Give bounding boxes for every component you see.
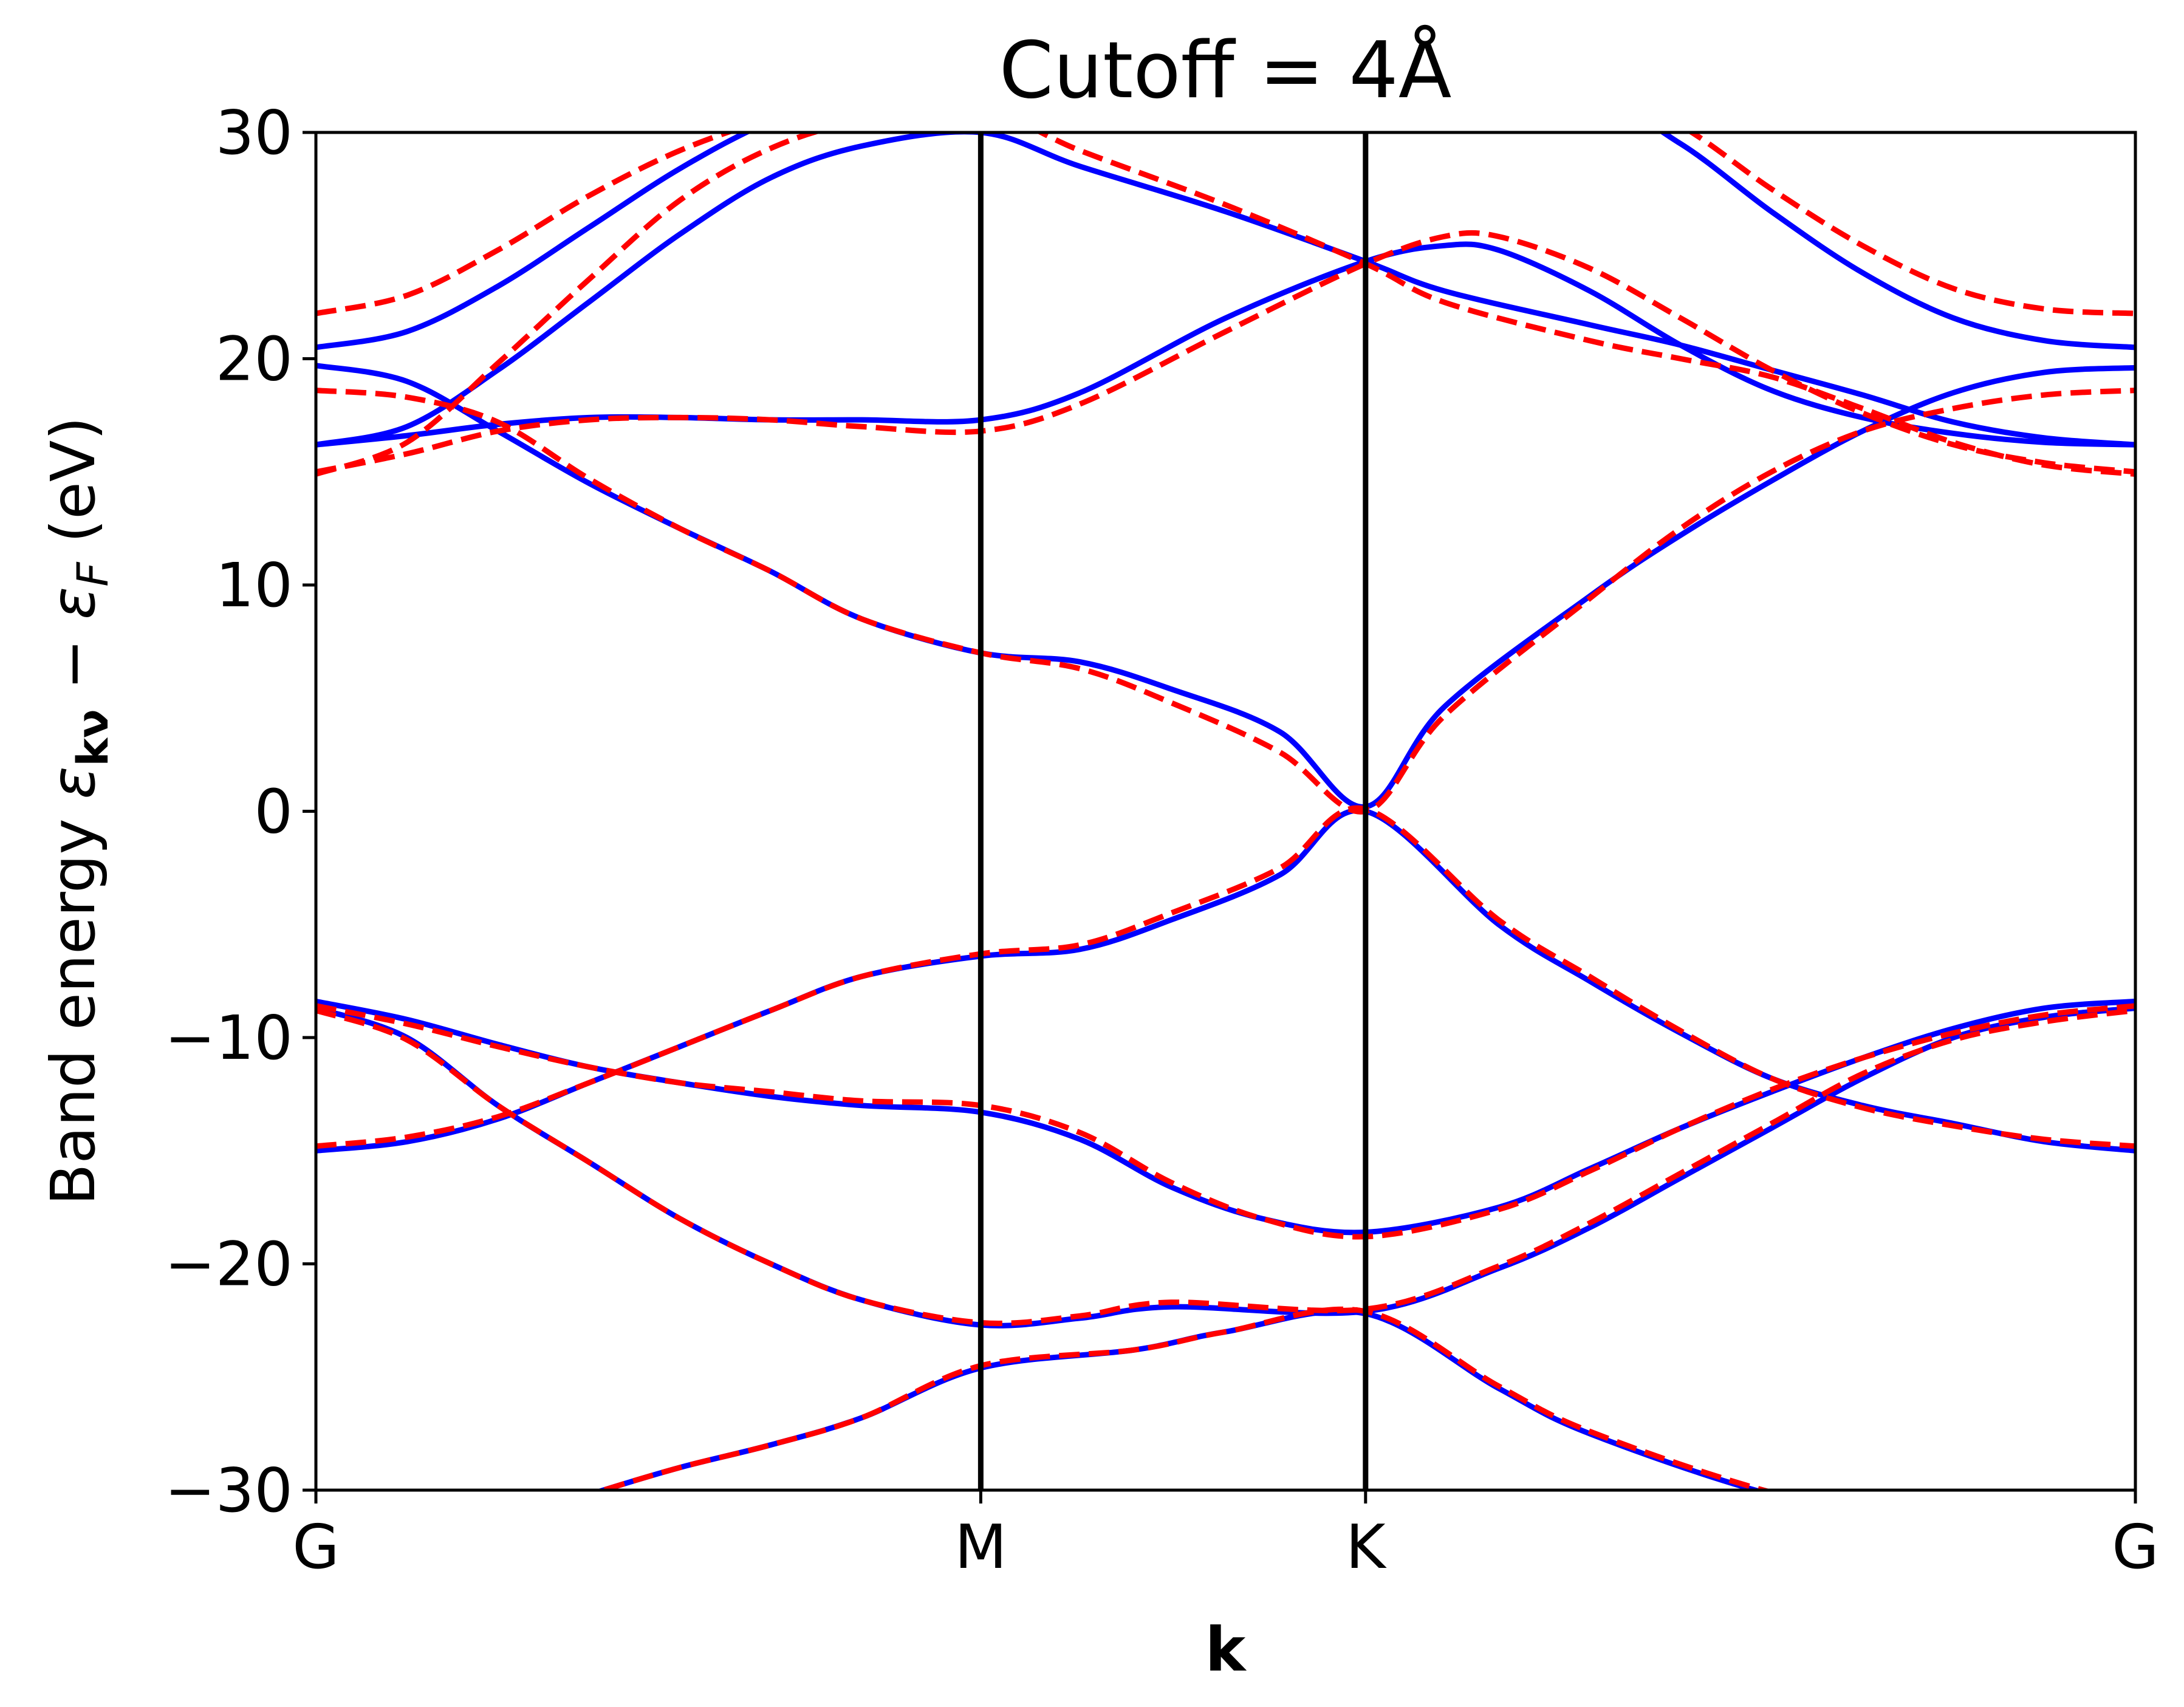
band-line-dashed bbox=[316, 1003, 2135, 1240]
y-axis-label-part: F bbox=[68, 561, 118, 587]
y-axis-label-part: Band energy bbox=[38, 799, 109, 1206]
y-axis-label-group: Band energy εkν − εF (eV) bbox=[38, 417, 118, 1206]
y-axis-ticks: −30 −20 −10 0 10 20 30 bbox=[165, 97, 316, 1526]
band-line-solid bbox=[316, 241, 2135, 448]
band-line-dashed bbox=[316, 805, 2135, 1149]
x-tick-label: K bbox=[1346, 1511, 1387, 1582]
chart-title: Cutoff = 4Å bbox=[999, 25, 1452, 116]
band-line-solid bbox=[316, 998, 2135, 1236]
y-tick-label: −10 bbox=[165, 1002, 293, 1073]
x-tick-label: G bbox=[2112, 1511, 2159, 1582]
x-axis-label: k bbox=[1205, 1614, 1247, 1685]
y-axis-label-part: − bbox=[38, 620, 109, 709]
y-axis-label-part: (eV) bbox=[38, 417, 109, 563]
y-axis-label-part: ε bbox=[38, 587, 109, 620]
band-line-solid bbox=[316, 132, 2135, 448]
axes-frame bbox=[314, 131, 2137, 1492]
band-line-dashed bbox=[316, 1007, 2135, 1326]
y-tick-label: 10 bbox=[216, 550, 293, 621]
band-line-dashed bbox=[594, 1306, 1774, 1490]
band-line-solid bbox=[594, 1308, 1765, 1490]
y-axis-label: Band energy εkν − εF (eV) bbox=[38, 417, 118, 1206]
band-line-solid bbox=[316, 807, 2135, 1154]
band-line-dashed bbox=[316, 132, 2135, 477]
band-line-solid bbox=[316, 132, 2135, 351]
y-tick-label: −30 bbox=[165, 1455, 293, 1526]
y-tick-label: −20 bbox=[165, 1229, 293, 1300]
high-symmetry-lines bbox=[977, 132, 1369, 1490]
y-tick-label: 20 bbox=[216, 324, 293, 395]
band-line-dashed bbox=[316, 132, 2135, 316]
x-tick-label: M bbox=[954, 1511, 1007, 1582]
y-tick-label: 0 bbox=[254, 776, 293, 847]
y-axis-label-part: ε bbox=[38, 766, 109, 799]
x-tick-label: G bbox=[292, 1511, 340, 1582]
band-line-solid bbox=[316, 363, 2135, 810]
y-tick-label: 30 bbox=[216, 97, 293, 168]
plot-area bbox=[316, 132, 2135, 1490]
band-line-dashed bbox=[316, 388, 2135, 815]
band-line-dashed bbox=[316, 230, 2135, 475]
y-axis-label-part: kν bbox=[68, 709, 118, 766]
